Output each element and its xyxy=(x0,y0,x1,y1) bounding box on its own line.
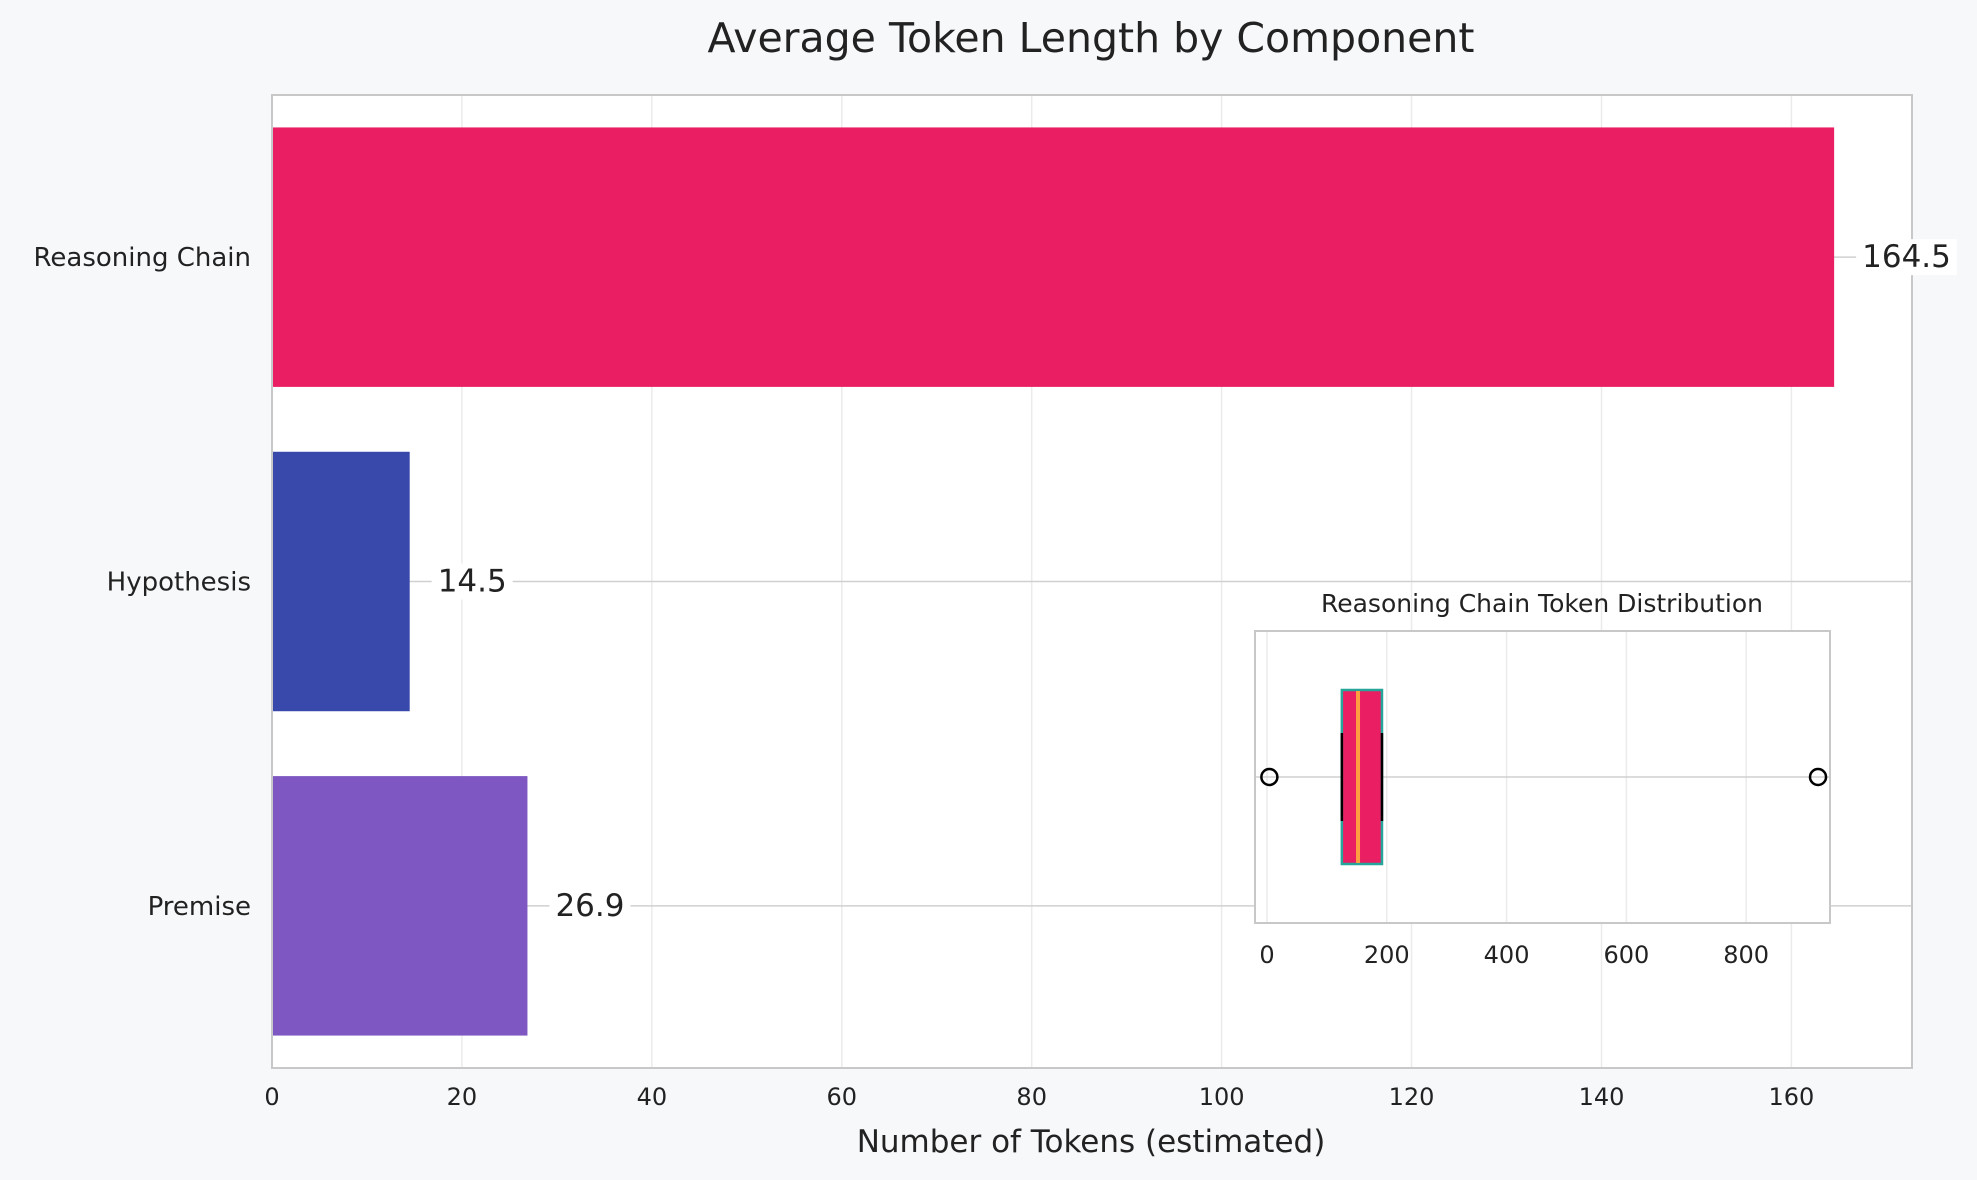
plot-frame xyxy=(271,94,1913,1069)
value-label: 26.9 xyxy=(555,888,624,924)
inset-x-tick-label: 200 xyxy=(1364,941,1410,969)
inset-box xyxy=(1260,688,1828,866)
outlier-point xyxy=(1808,767,1828,787)
inset-x-tick-label: 600 xyxy=(1603,941,1649,969)
inset-boxplot: Reasoning Chain Token Distribution 0 200 4… xyxy=(1254,589,1831,969)
value-label-background xyxy=(431,563,513,600)
x-tick-label: 40 xyxy=(637,1083,668,1111)
x-tick-label: 120 xyxy=(1389,1083,1435,1111)
chart-title: Average Token Length by Component xyxy=(708,14,1475,62)
x-tick-label: 160 xyxy=(1768,1083,1814,1111)
x-tick-label: 100 xyxy=(1199,1083,1245,1111)
outlier-point xyxy=(1260,767,1279,787)
x-tick-label: 80 xyxy=(1016,1083,1047,1111)
x-axis-label: Number of Tokens (estimated) xyxy=(857,1124,1326,1160)
category-labels: Reasoning Chain Hypothesis Premise xyxy=(34,243,252,922)
bar xyxy=(272,451,410,712)
value-label-background xyxy=(1856,239,1957,276)
inset-x-tick-labels: 0 200 400 600 800 xyxy=(1259,941,1769,969)
category-label: Hypothesis xyxy=(107,568,251,598)
bars xyxy=(272,127,1835,1036)
category-label: Premise xyxy=(148,892,251,922)
x-tick-label: 140 xyxy=(1579,1083,1625,1111)
main-plot-area: 0 20 40 60 80 100 120 140 160 Reasoning Chain Hyp… xyxy=(34,94,1957,1111)
bar xyxy=(272,776,528,1036)
inset-x-tick-label: 800 xyxy=(1723,941,1769,969)
value-label: 164.5 xyxy=(1862,239,1951,275)
inset-frame xyxy=(1254,630,1831,924)
x-tick-labels: 0 20 40 60 80 100 120 140 160 xyxy=(264,1083,1814,1111)
box xyxy=(1340,688,1384,866)
x-tick-label: 60 xyxy=(827,1083,858,1111)
x-tick-label: 20 xyxy=(447,1083,478,1111)
category-label: Reasoning Chain xyxy=(34,243,252,273)
value-label: 14.5 xyxy=(438,564,507,600)
inset-title: Reasoning Chain Token Distribution xyxy=(1321,589,1763,618)
value-label-background xyxy=(549,887,631,924)
inset-x-tick-label: 400 xyxy=(1484,941,1530,969)
inset-gridlines xyxy=(1255,631,1830,923)
bar xyxy=(272,127,1835,387)
x-tick-label: 0 xyxy=(264,1083,279,1111)
value-labels: 164.5 14.5 26.9 xyxy=(431,239,1957,924)
inset-x-tick-label: 0 xyxy=(1259,941,1274,969)
